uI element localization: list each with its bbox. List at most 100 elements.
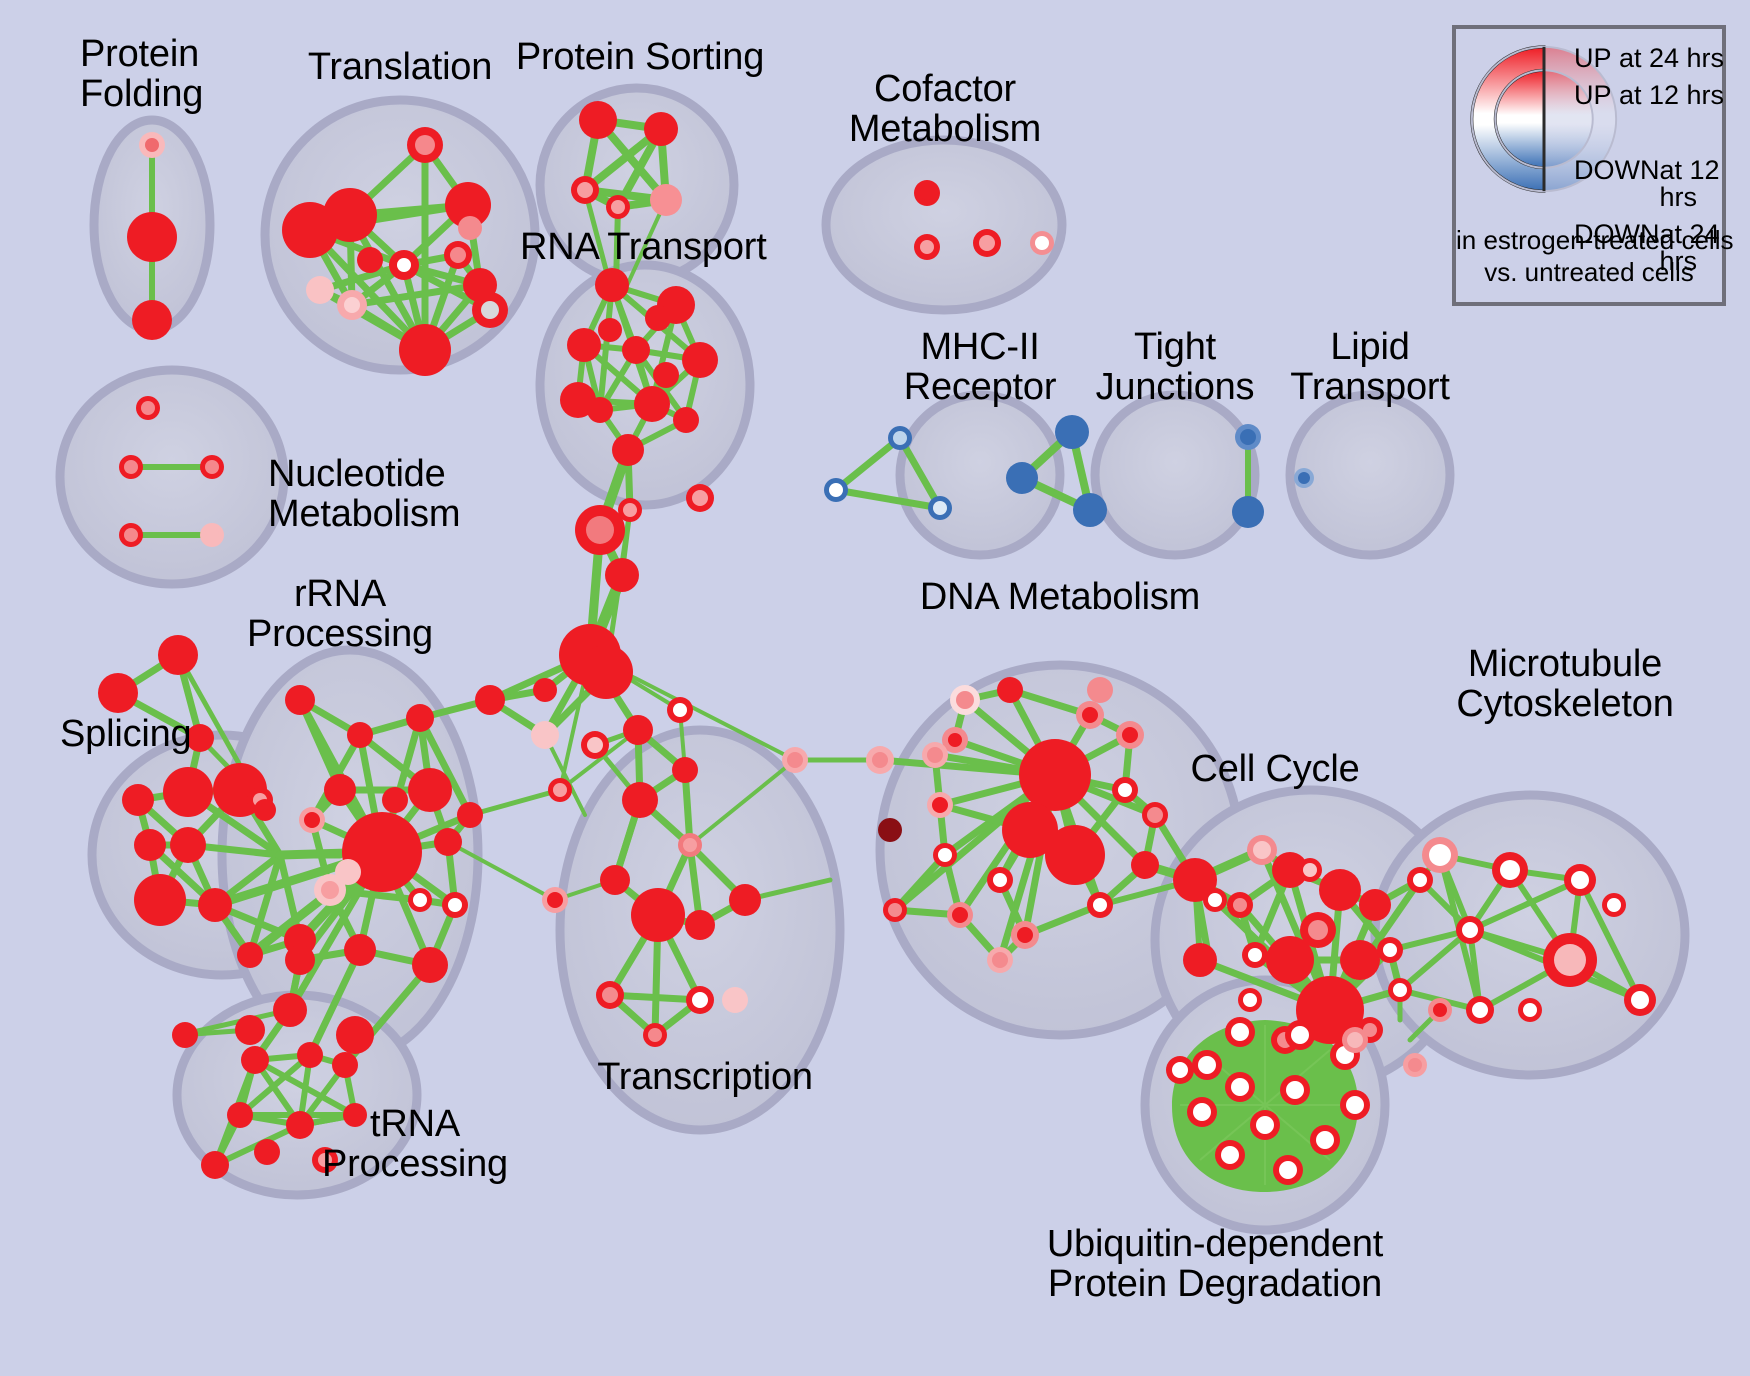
legend-key: DOWN [1574,219,1660,249]
node [134,829,166,861]
cluster-label-transcription: Transcription [597,1056,813,1098]
node [1192,1050,1222,1080]
node [1296,976,1364,1044]
node [950,685,980,715]
node [382,787,408,813]
node [458,216,482,240]
node [1187,1097,1217,1127]
node [1030,231,1054,255]
node [332,1052,358,1078]
node [631,888,685,942]
node [389,250,419,280]
node [1340,1090,1370,1120]
hull-nucleotide [55,365,289,589]
node [667,697,693,723]
cluster-label-mhc-ii-receptor: MHC-II Receptor [903,326,1057,408]
node [1359,889,1391,921]
node [1235,424,1261,450]
node [928,496,952,520]
node [399,324,451,376]
node [324,774,356,806]
node [286,1111,314,1139]
node [282,202,338,258]
node [132,300,172,340]
node [119,523,143,547]
cluster-label-splicing: Splicing [60,713,192,755]
node [198,888,232,922]
node [548,778,572,802]
node [1227,892,1253,918]
node [1342,1027,1368,1053]
node [1518,998,1542,1022]
node [1225,1017,1255,1047]
node [254,799,276,821]
node [1019,739,1091,811]
node [595,268,629,302]
node [297,1042,323,1068]
node [170,827,206,863]
node [299,807,325,833]
node [942,727,968,753]
legend-row-down-12: DOWN at 12 hrs [1574,157,1724,211]
cluster-label-cell-cycle: Cell Cycle [1190,748,1360,790]
node [645,305,671,331]
node [1319,869,1361,911]
node [312,1147,338,1173]
node [444,241,472,269]
node [618,498,642,522]
node [782,747,808,773]
node [1225,1072,1255,1102]
hull-microtubule [1370,790,1690,1080]
node [922,742,948,768]
node [434,828,462,856]
node [1238,988,1262,1012]
node [605,558,639,592]
node [1055,415,1089,449]
node [1407,867,1433,893]
cluster-label-ubiquitin-degradation: Ubiquitin-dependent Protein Degradation [1046,1223,1384,1305]
node [1112,777,1138,803]
node [1087,892,1113,918]
node [285,685,315,715]
node [927,792,953,818]
node [186,724,214,752]
node [623,715,653,745]
node [1294,468,1314,488]
cluster-label-microtubule-cytoskeleton: Microtubule Cytoskeleton [1456,643,1674,725]
node [866,746,894,774]
node [357,247,383,273]
node [1073,493,1107,527]
node [98,673,138,713]
cluster-label-protein-folding: Protein Folding [80,33,204,115]
node [878,818,902,842]
node [883,898,907,922]
node [1173,858,1217,902]
node [947,902,973,928]
node [1340,940,1380,980]
node [678,833,702,857]
node [472,292,508,328]
node [1116,721,1144,749]
node [1280,1075,1310,1105]
node [1002,802,1058,858]
node [587,397,613,423]
node [1215,1140,1245,1170]
node [672,757,698,783]
legend-rows: UP at 24 hrs UP at 12 hrs DOWN at 12 hrs… [1574,43,1724,275]
node [622,336,650,364]
hull-cofactor [821,135,1067,315]
node [237,942,263,968]
node [285,945,315,975]
node [127,212,177,262]
legend-key: DOWN [1574,155,1660,185]
node [344,934,376,966]
node [445,182,491,228]
node [579,645,633,699]
node [914,234,940,260]
node [997,677,1023,703]
node [933,843,957,867]
node [335,859,361,885]
node [1232,496,1264,528]
node [1076,701,1104,729]
